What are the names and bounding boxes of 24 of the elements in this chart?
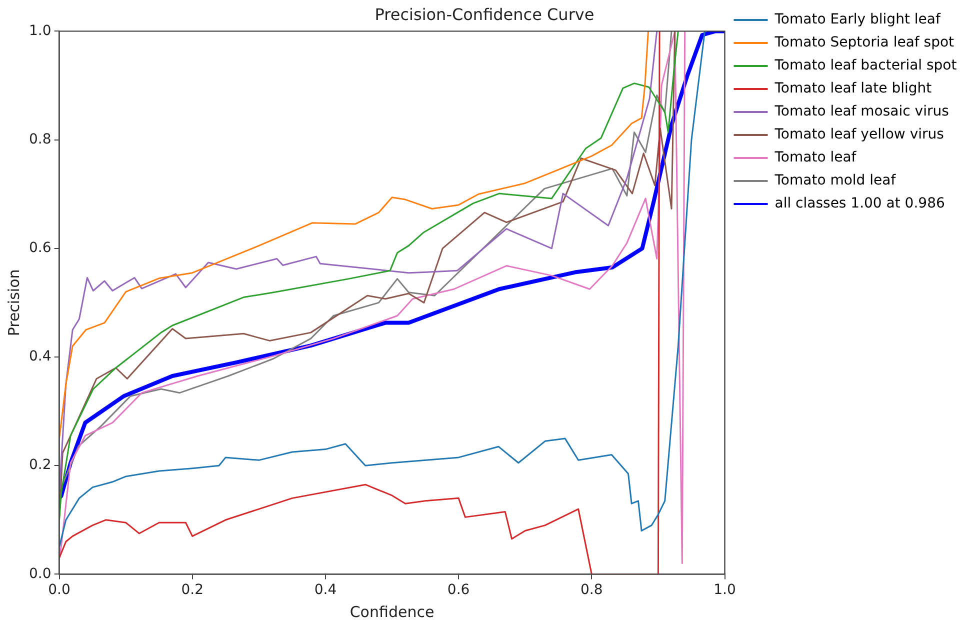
legend-label: Tomato leaf [774,150,858,166]
y-tick-label: 0.6 [29,240,52,256]
y-axis-title: Precision [4,269,23,336]
legend-label: Tomato Early blight leaf [774,12,942,28]
legend-label: all classes 1.00 at 0.986 [774,196,945,212]
x-tick-label: 0.6 [447,582,470,598]
y-tick-label: 1.0 [29,22,52,39]
legend-label: Tomato leaf yellow virus [774,126,944,143]
x-tick-label: 0.8 [580,582,603,598]
x-axis-title: Confidence [350,602,434,621]
x-tick-label: 0.0 [48,582,70,598]
legend-label: Tomato mold leaf [774,172,897,189]
y-tick-label: 0.8 [29,131,52,148]
legend-label: Tomato leaf mosaic virus [774,104,949,120]
y-tick-label: 0.4 [29,348,52,365]
legend-label: Tomato Septoria leaf spot [774,34,955,51]
chart-title: Precision-Confidence Curve [374,4,594,24]
legend-label: Tomato leaf bacterial spot [774,58,958,74]
x-tick-label: 1.0 [714,582,736,598]
x-tick-label: 0.4 [314,582,337,598]
legend-label: Tomato leaf late blight [774,80,932,97]
y-tick-label: 0.2 [29,457,52,474]
x-tick-label: 0.2 [181,582,204,598]
y-tick-label: 0.0 [29,566,52,582]
